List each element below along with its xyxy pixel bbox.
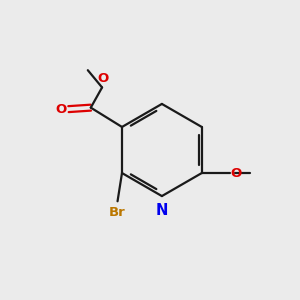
Text: O: O [97,72,108,85]
Text: O: O [231,167,242,179]
Text: N: N [156,202,168,217]
Text: O: O [56,103,67,116]
Text: Br: Br [109,206,126,219]
